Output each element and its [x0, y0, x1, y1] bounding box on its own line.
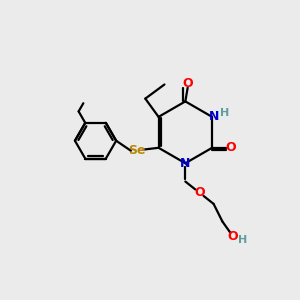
Text: O: O	[182, 77, 193, 90]
Text: O: O	[227, 230, 238, 243]
Text: O: O	[225, 141, 236, 154]
Text: N: N	[209, 110, 219, 123]
Text: O: O	[194, 186, 205, 199]
Text: H: H	[220, 108, 229, 118]
Text: H: H	[238, 235, 247, 245]
Text: N: N	[180, 157, 190, 170]
Text: Se: Se	[129, 144, 146, 157]
